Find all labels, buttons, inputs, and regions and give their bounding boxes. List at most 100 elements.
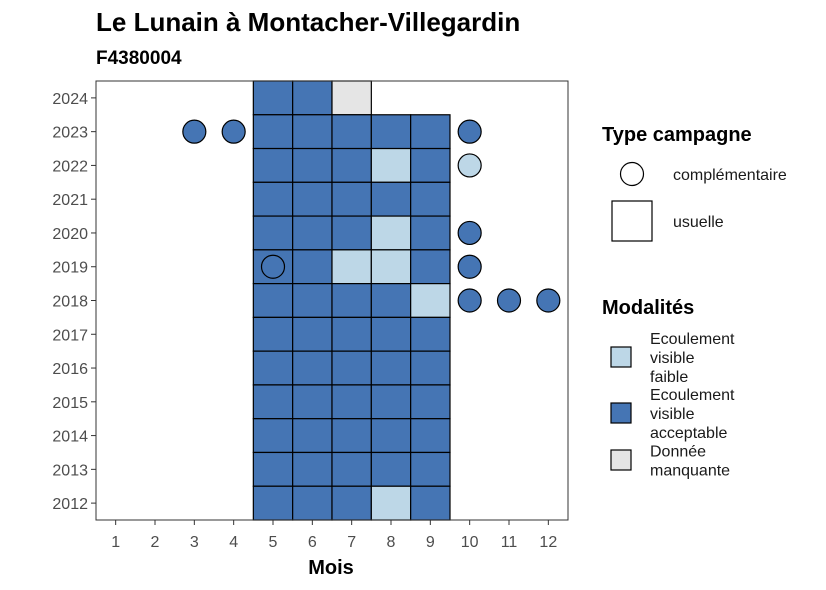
cell-2018-7	[331, 283, 372, 318]
point-2019-5	[260, 254, 286, 279]
cell-2012-6	[292, 485, 333, 521]
legend-modalite-label: Ecoulement visible faible	[650, 331, 735, 386]
cell-2014-9	[410, 418, 451, 454]
x-tick-label-7: 7	[347, 534, 356, 551]
cell-2022-9	[410, 147, 451, 183]
cell-2021-9	[410, 181, 451, 217]
cell-2021-8	[370, 181, 412, 217]
point-2019-10	[457, 254, 482, 279]
x-tick-label-1: 1	[111, 534, 120, 551]
legend-square-key	[611, 200, 653, 242]
cell-2024-7	[331, 80, 372, 116]
point-2020-10	[457, 220, 482, 246]
legend-modalites-title: Modalités	[602, 297, 694, 319]
legend-circle-key	[619, 161, 645, 187]
cell-2013-6	[292, 451, 333, 487]
y-tick-label-2021: 2021	[52, 192, 88, 209]
y-tick-label-2019: 2019	[52, 260, 88, 277]
cell-2020-7	[331, 215, 372, 251]
y-tick-label-2012: 2012	[52, 496, 88, 513]
y-tick-label-2016: 2016	[52, 361, 88, 378]
cell-2023-5	[252, 114, 294, 150]
cell-2023-9	[410, 114, 451, 150]
x-tick-label-4: 4	[229, 534, 238, 551]
cell-2015-9	[410, 384, 451, 420]
y-tick-label-2022: 2022	[52, 158, 88, 175]
cell-2014-6	[292, 418, 333, 454]
point-2018-11	[496, 288, 522, 313]
legend-modalite-label: Donnée manquante	[650, 444, 730, 480]
y-axis: 2012 2013 2014 2015 2016 2017 2018 2019 2020 2021…	[52, 91, 96, 513]
legend: Type campagne complémentaire usuelle Modali…	[602, 124, 787, 480]
cell-2014-7	[331, 418, 372, 454]
cell-2020-6	[292, 215, 333, 251]
point-2023-4	[221, 119, 246, 144]
cell-2013-8	[370, 451, 412, 487]
cell-2023-7	[331, 114, 372, 150]
cell-2012-9	[410, 485, 451, 521]
legend-modalite-key	[610, 402, 632, 424]
cell-2018-5	[252, 283, 294, 318]
legend-type-title: Type campagne	[602, 124, 752, 146]
cell-2022-8	[370, 147, 412, 183]
y-tick-label-2023: 2023	[52, 125, 88, 142]
x-tick-label-2: 2	[151, 534, 160, 551]
cell-2020-9	[410, 215, 451, 251]
x-tick-label-11: 11	[501, 534, 518, 551]
cell-2016-9	[410, 350, 451, 386]
y-tick-label-2024: 2024	[52, 91, 88, 108]
point-2022-10	[457, 153, 482, 178]
cell-2022-5	[252, 147, 294, 183]
cell-2017-8	[370, 316, 412, 352]
x-axis-title: Mois	[308, 557, 354, 579]
cell-2022-7	[331, 147, 372, 183]
chart-subtitle: F4380004	[96, 48, 182, 69]
point-2018-10	[457, 288, 482, 313]
cell-2018-6	[292, 283, 333, 318]
x-axis: 1 2 3 4 5 6 7 8 9 10 11 12	[111, 520, 557, 551]
cell-2017-7	[331, 316, 372, 352]
point-2023-3	[182, 119, 207, 144]
cell-2016-5	[252, 350, 294, 386]
cell-2013-5	[252, 451, 294, 487]
cell-2018-8	[370, 283, 412, 318]
point-2023-10	[457, 119, 482, 144]
legend-modalite-key	[610, 449, 632, 471]
x-tick-label-10: 10	[461, 534, 479, 551]
cell-2019-7	[331, 249, 372, 285]
cell-2012-8	[370, 485, 412, 521]
chart-title: Le Lunain à Montacher-Villegardin	[96, 7, 520, 37]
cell-2020-8	[370, 215, 412, 251]
cell-2015-8	[370, 384, 412, 420]
y-tick-label-2014: 2014	[52, 429, 88, 446]
cell-2016-7	[331, 350, 372, 386]
cell-2017-5	[252, 316, 294, 352]
cell-2013-7	[331, 451, 372, 487]
y-tick-label-2015: 2015	[52, 395, 88, 412]
cell-2019-9	[410, 249, 451, 285]
cell-2014-5	[252, 418, 294, 454]
x-tick-label-8: 8	[387, 534, 396, 551]
legend-type-label: usuelle	[673, 214, 724, 231]
cell-2017-9	[410, 316, 451, 352]
y-tick-label-2018: 2018	[52, 294, 88, 311]
cell-2014-8	[370, 418, 412, 454]
cell-2021-5	[252, 181, 294, 217]
x-tick-label-5: 5	[269, 534, 278, 551]
legend-type-label: complémentaire	[673, 167, 787, 184]
cell-2016-8	[370, 350, 412, 386]
legend-modalite-key	[610, 346, 632, 368]
cell-2021-7	[331, 181, 372, 217]
cell-2020-5	[252, 215, 294, 251]
point-2018-12	[536, 288, 561, 313]
cell-2018-9	[410, 283, 451, 318]
cell-2023-8	[370, 114, 412, 150]
cell-2015-5	[252, 384, 294, 420]
x-tick-label-9: 9	[426, 534, 435, 551]
x-tick-label-12: 12	[539, 534, 557, 551]
cell-2016-6	[292, 350, 333, 386]
cell-2012-5	[252, 485, 294, 521]
complementary-points	[182, 119, 561, 313]
cell-2022-6	[292, 147, 333, 183]
heatmap-cells	[252, 80, 451, 521]
